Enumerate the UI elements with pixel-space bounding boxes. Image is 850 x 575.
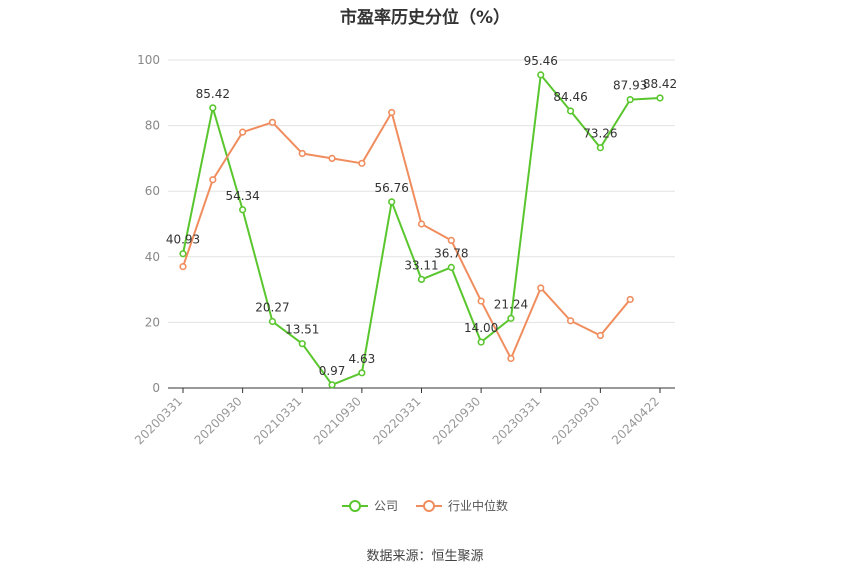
data-point-0: [179, 250, 187, 258]
data-point-0: [388, 198, 396, 206]
data-point-0: [268, 317, 277, 326]
data-point-1: [477, 297, 485, 305]
legend-item-company[interactable]: 公司: [341, 497, 398, 514]
x-tick-label: 20210331: [251, 394, 304, 447]
data-point-0: [477, 338, 485, 346]
data-label: 87.93: [613, 79, 647, 93]
data-point-0: [566, 107, 575, 115]
data-point-0: [417, 275, 426, 283]
x-tick-label: 20220331: [371, 394, 424, 447]
data-point-1: [417, 220, 426, 228]
data-label: 54.34: [225, 189, 259, 203]
x-tick-label: 20230930: [549, 394, 602, 447]
x-tick-label: 20230331: [490, 394, 543, 447]
chart-title: 市盈率历史分位（%）: [339, 8, 511, 28]
legend-label-industry-median: 行业中位数: [448, 499, 509, 513]
data-point-0: [507, 314, 515, 322]
data-point-0: [298, 340, 306, 348]
y-tick-label: 60: [145, 184, 160, 198]
x-tick-label: 20220930: [430, 394, 483, 447]
y-tick-label: 100: [137, 53, 160, 67]
series-line-1: [182, 111, 631, 360]
data-point-1: [447, 236, 455, 244]
x-tick-label: 20200331: [132, 394, 185, 447]
data-label: 33.11: [404, 258, 438, 272]
data-label: 4.63: [349, 352, 376, 366]
data-label: 73.26: [583, 127, 617, 141]
data-label: 84.46: [553, 90, 587, 104]
data-point-1: [388, 108, 396, 117]
legend-swatch-industry-median: [416, 499, 442, 513]
data-point-1: [209, 176, 217, 184]
legend-item-industry-median[interactable]: 行业中位数: [416, 497, 508, 514]
x-tick-label: 20210930: [311, 394, 364, 447]
series-line-0: [182, 73, 661, 386]
x-tick-label: 20200930: [192, 394, 245, 447]
data-point-1: [328, 154, 336, 162]
data-point-1: [298, 149, 306, 158]
data-label: 56.76: [375, 181, 409, 195]
data-label: 85.42: [196, 87, 230, 101]
data-point-1: [358, 159, 366, 167]
y-tick-label: 20: [145, 315, 160, 329]
data-label: 88.42: [643, 77, 677, 91]
data-point-1: [239, 128, 247, 136]
data-label: 36.78: [434, 246, 468, 260]
data-point-0: [209, 104, 217, 112]
data-point-1: [626, 295, 634, 304]
data-point-1: [507, 354, 515, 363]
data-point-0: [328, 381, 336, 389]
data-point-1: [596, 331, 604, 340]
data-point-0: [447, 263, 455, 271]
chart-legend: 公司 行业中位数: [0, 497, 850, 514]
data-point-1: [268, 118, 277, 126]
data-label: 40.93: [166, 233, 200, 247]
data-point-1: [179, 263, 187, 271]
data-label: 13.51: [285, 323, 319, 337]
data-source: 数据来源：恒生聚源: [366, 549, 484, 564]
data-point-0: [239, 206, 247, 214]
data-point-0: [358, 369, 366, 377]
data-point-1: [566, 317, 575, 325]
data-point-1: [537, 284, 545, 292]
data-label: 21.24: [494, 297, 528, 311]
data-label: 20.27: [255, 301, 289, 315]
x-tick-label: 20240422: [609, 394, 662, 447]
data-point-0: [537, 71, 545, 79]
y-tick-label: 40: [145, 250, 160, 264]
data-label: 95.46: [524, 54, 558, 68]
legend-swatch-company: [341, 499, 368, 513]
data-point-0: [596, 144, 604, 152]
legend-label-company: 公司: [373, 499, 398, 513]
data-point-0: [626, 95, 634, 104]
data-point-0: [656, 94, 664, 102]
y-tick-label: 80: [145, 119, 160, 133]
y-tick-label: 0: [152, 381, 160, 395]
data-label: 0.97: [319, 364, 346, 378]
data-label: 14.00: [464, 321, 498, 335]
